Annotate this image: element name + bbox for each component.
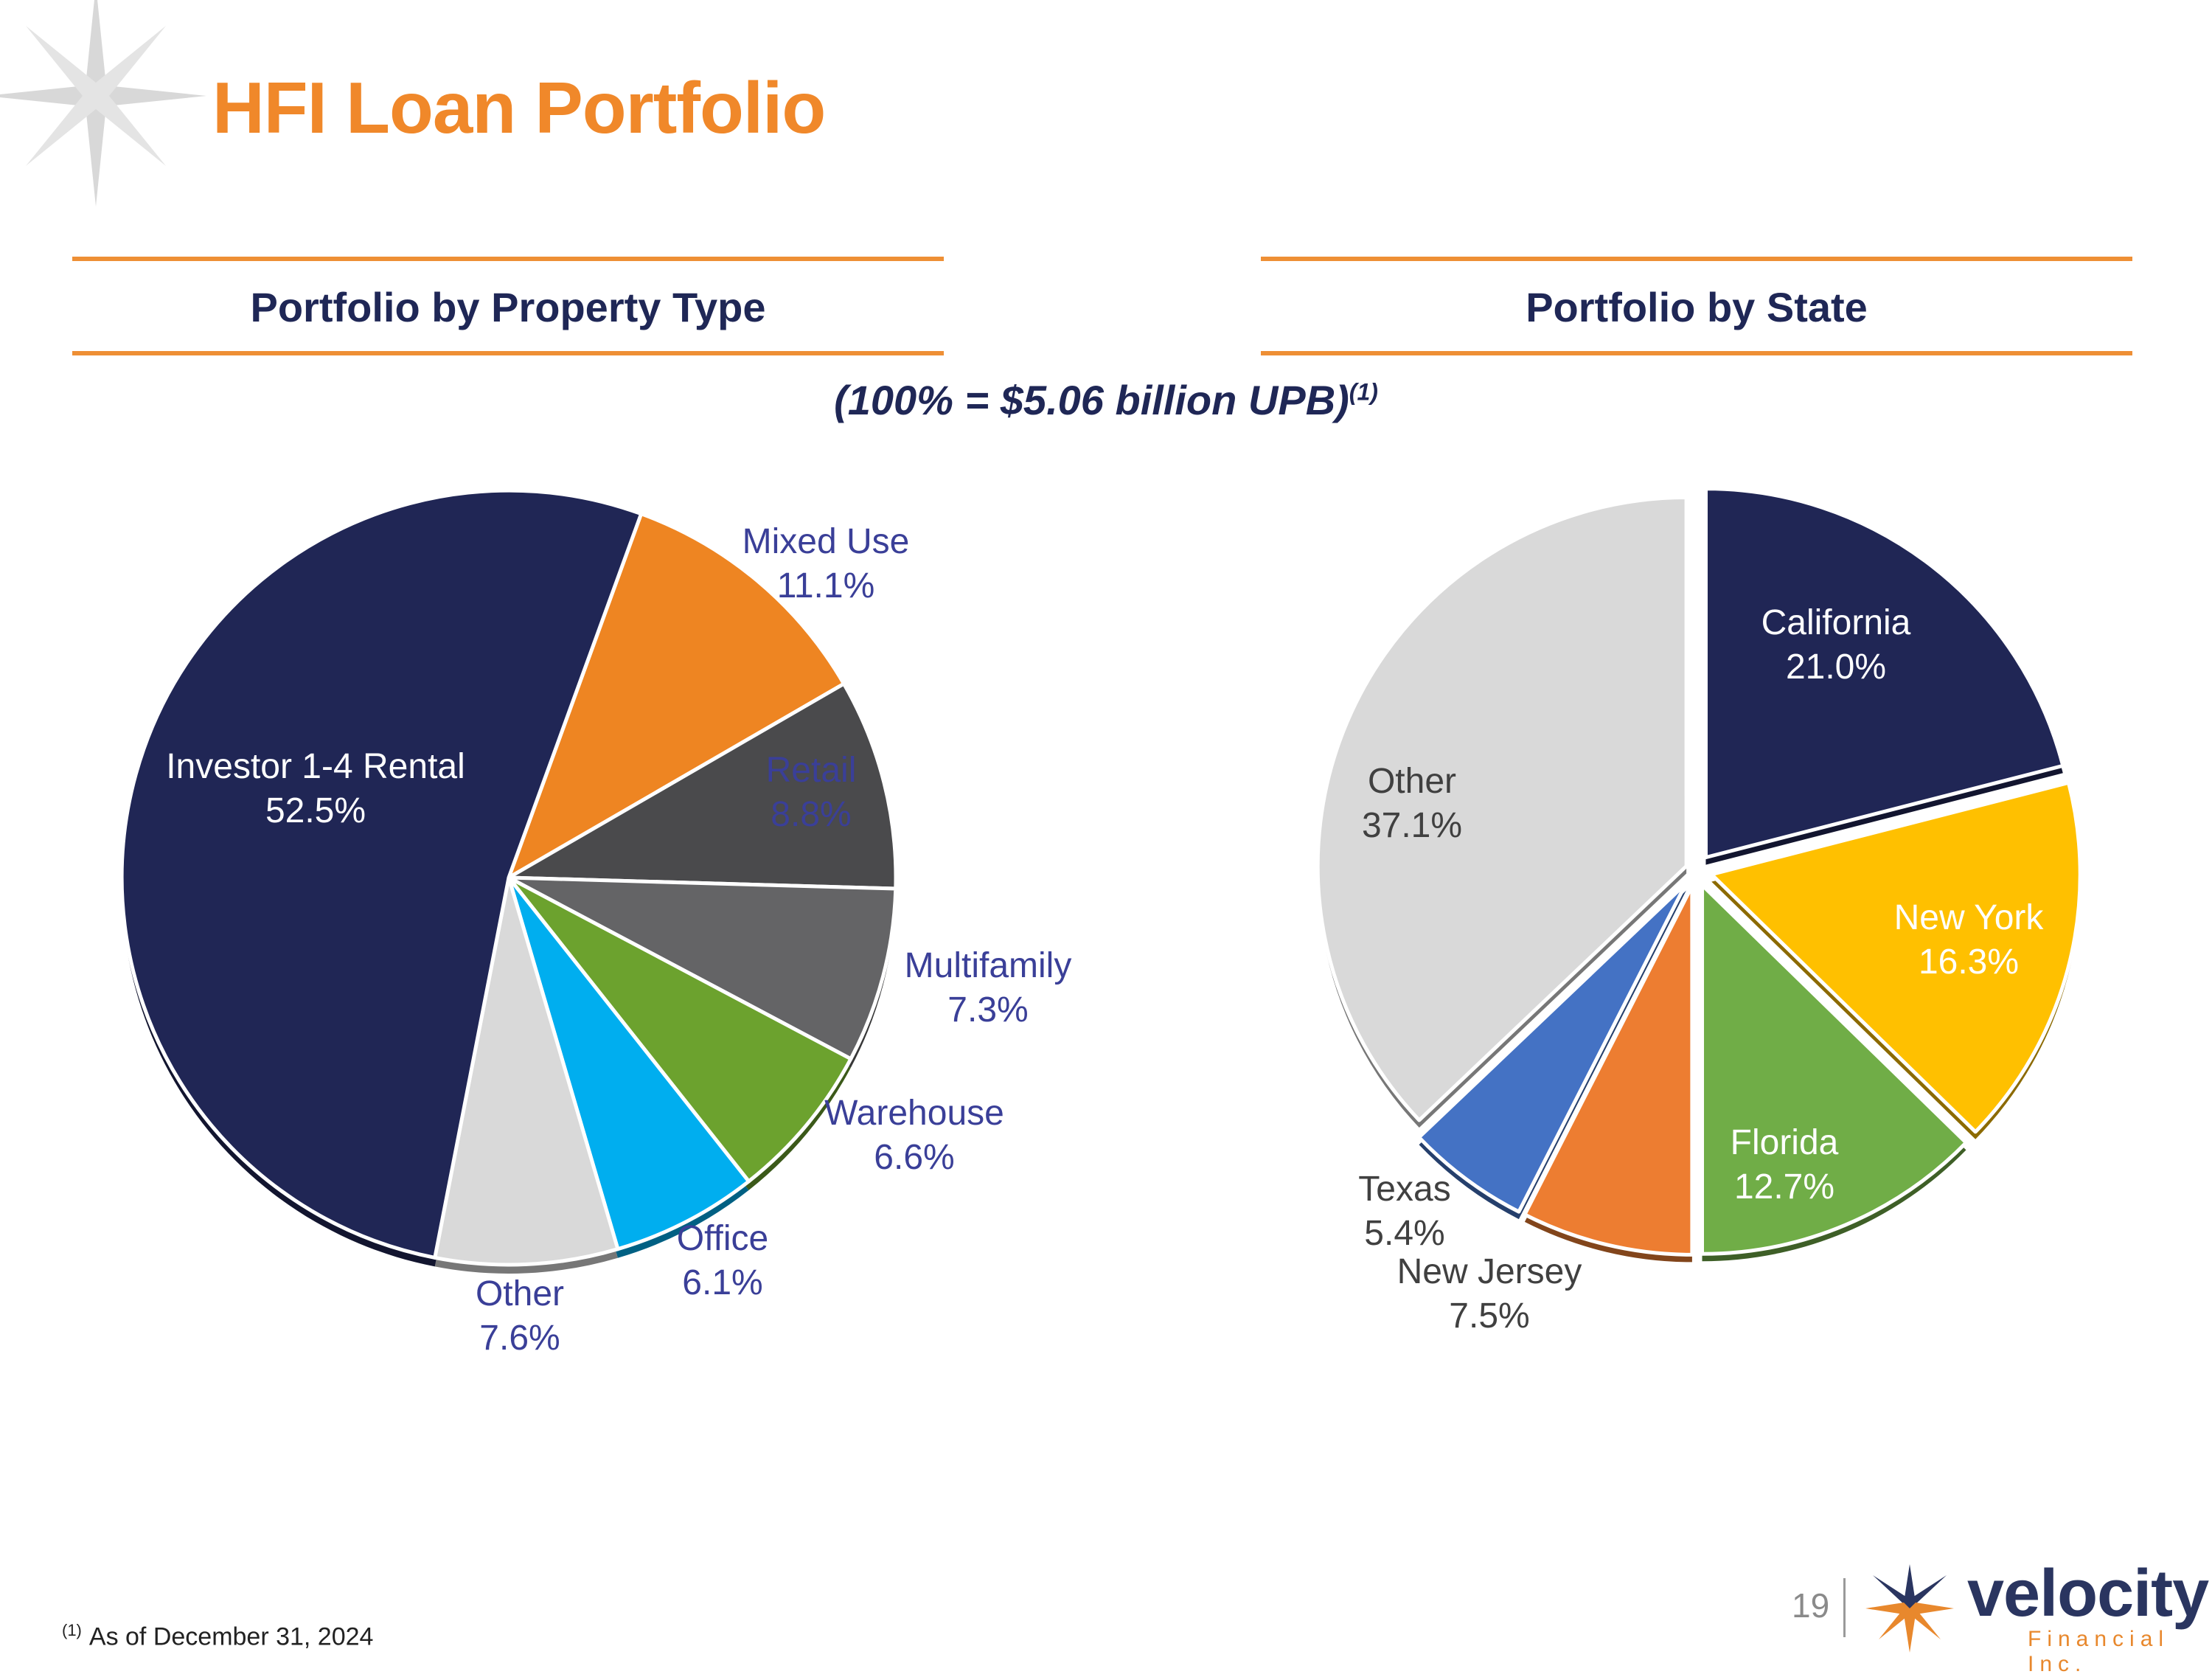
slice-value-new-york: 16.3% (1919, 942, 2019, 982)
slice-label-retail: Retail (766, 751, 857, 790)
slice-label-new-york: New York (1894, 898, 2045, 937)
slice-value-florida: 12.7% (1734, 1167, 1834, 1206)
pie-slice-florida (1700, 883, 1968, 1256)
compass-star-logo-icon (0, 0, 206, 206)
header-rule-top (1261, 257, 2132, 261)
portfolio-total-note: (100% = $5.06 billion UPB)(1) (0, 376, 2212, 424)
slice-value-texas: 5.4% (1364, 1214, 1444, 1253)
slice-label-warehouse: Warehouse (824, 1094, 1004, 1133)
portfolio-total-footnote-ref: (1) (1349, 378, 1378, 406)
portfolio-total-text: (100% = $5.06 billion UPB) (834, 377, 1349, 423)
pie-slice-texas (1417, 881, 1688, 1214)
slice-value-warehouse: 6.6% (874, 1138, 954, 1177)
velocity-star-icon (1865, 1564, 1954, 1653)
logo-subtitle: Financial Inc. (2028, 1627, 2170, 1676)
slice-value-other: 37.1% (1362, 806, 1462, 845)
slice-value-multifamily: 7.3% (947, 990, 1028, 1030)
pie-labels: Mixed Use 11.1% Retail 8.8% Multifamily 7.3% W… (166, 522, 2044, 1358)
pie-slice-other (433, 875, 620, 1267)
state-pie (1315, 487, 2082, 1263)
slice-label-florida: Florida (1731, 1123, 1839, 1162)
property-type-header: Portfolio by Property Type (72, 257, 944, 355)
slice-label-investor-1-4-rental: Investor 1-4 Rental (166, 747, 465, 786)
slice-label-other: Other (476, 1274, 564, 1313)
property-type-heading: Portfolio by Property Type (250, 284, 766, 330)
pie-slice-multifamily (507, 875, 898, 1061)
slice-value-california: 21.0% (1786, 647, 1886, 687)
header-rule-bottom (1261, 351, 2132, 355)
state-header: Portfolio by State (1261, 257, 2132, 355)
slice-label-office: Office (677, 1219, 769, 1258)
page-title: HFI Loan Portfolio (212, 67, 826, 148)
slice-value-investor-1-4-rental: 52.5% (265, 791, 366, 830)
pie-slice-investor-1-4-rental (119, 488, 644, 1260)
pie-slice-other (1315, 496, 1688, 1122)
slice-label-new-jersey: New Jersey (1397, 1252, 1582, 1291)
state-heading: Portfolio by State (1526, 284, 1868, 330)
pie-slice-warehouse (507, 875, 853, 1184)
slice-label-multifamily: Multifamily (905, 946, 1072, 985)
slice-label-other: Other (1368, 762, 1456, 801)
pie-slice-new-jersey (1523, 883, 1694, 1257)
slice-value-retail: 8.8% (771, 795, 851, 834)
header-rule-top (72, 257, 944, 261)
slice-value-other: 7.6% (479, 1319, 560, 1358)
footnote-text: As of December 31, 2024 (88, 1622, 374, 1651)
slice-value-new-jersey: 7.5% (1449, 1296, 1529, 1336)
slice-label-california: California (1761, 603, 1911, 642)
pie-slice-mixed-use (507, 512, 846, 880)
velocity-logo: velocity Financial Inc. (1858, 1549, 2212, 1676)
page-number: 19 (1792, 1586, 1830, 1625)
logo-wordmark: velocity (1967, 1557, 2209, 1631)
header-rule-bottom (72, 351, 944, 355)
footnote: (1) As of December 31, 2024 (62, 1621, 373, 1651)
slice-value-office: 6.1% (682, 1263, 762, 1302)
pie-slice-new-york (1709, 780, 2082, 1134)
pie-slice-retail (507, 681, 898, 891)
footnote-marker: (1) (62, 1621, 82, 1639)
slice-label-mixed-use: Mixed Use (742, 522, 910, 561)
pie-slice-california (1703, 487, 2065, 860)
slice-label-texas: Texas (1358, 1170, 1450, 1209)
page-number-divider (1843, 1578, 1846, 1637)
slice-value-mixed-use: 11.1% (777, 566, 875, 605)
property-type-pie (119, 488, 898, 1274)
pie-slice-office (507, 875, 751, 1251)
